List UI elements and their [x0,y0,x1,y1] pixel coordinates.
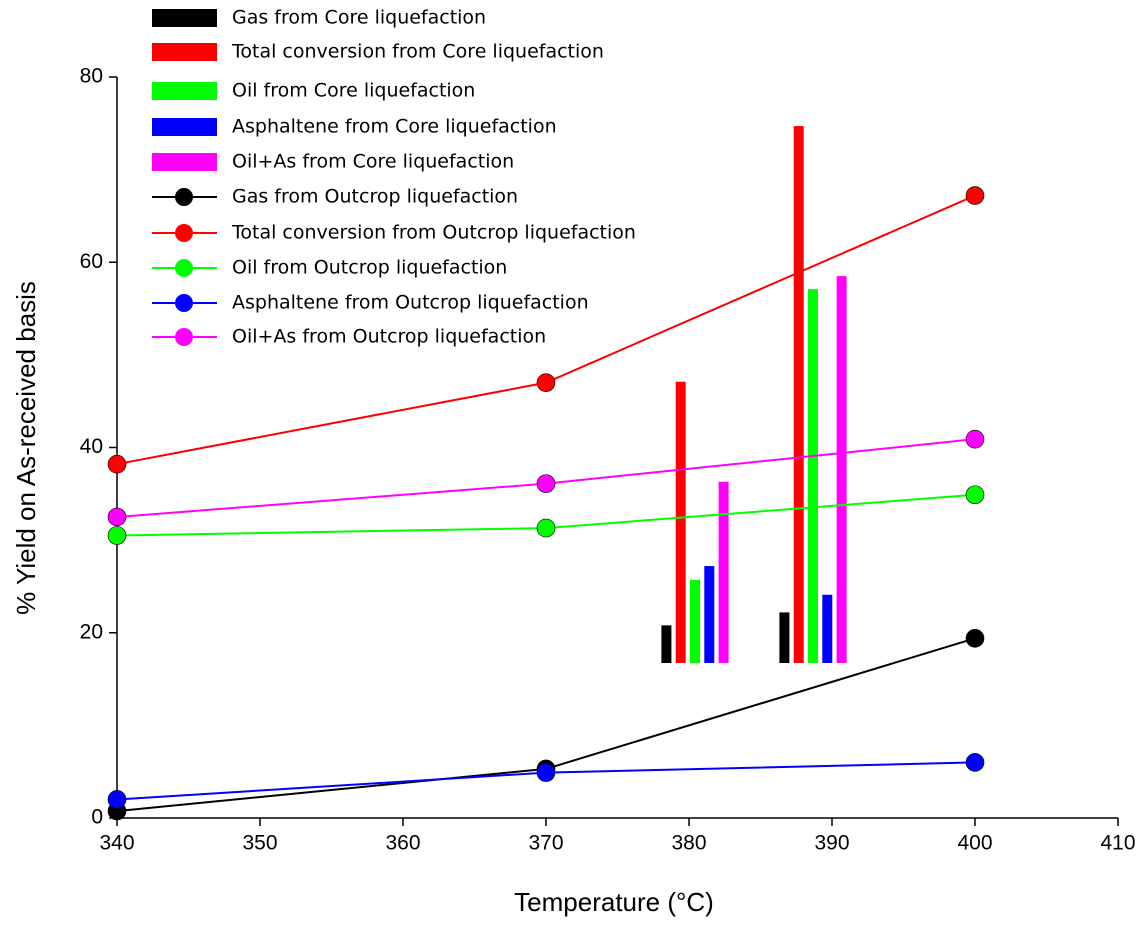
x-tick-label: 350 [242,832,277,855]
marker [536,763,556,782]
marker [107,454,127,474]
y-tick-label: 80 [80,65,103,88]
legend-swatch [152,82,217,100]
marker [107,790,127,809]
legend-label: Total conversion from Outcrop liquefacti… [231,222,636,244]
legend-marker [175,294,193,312]
legend-label: Oil from Outcrop liquefaction [232,257,507,279]
bar [779,612,790,663]
legend-label: Oil+As from Outcrop liquefaction [232,326,546,348]
bar [718,481,729,663]
marker [536,373,556,392]
legend-label: Gas from Core liquefaction [232,7,486,29]
bar [661,625,672,663]
legend-label: Oil from Core liquefaction [232,80,475,102]
legend-marker [175,188,193,206]
x-tick-label: 370 [528,832,563,855]
bar [675,381,686,663]
legend-swatch [152,43,217,61]
legend-marker [175,328,193,346]
legend-swatch [152,118,217,136]
y-tick-label: 0 [91,806,103,829]
x-tick-label: 390 [814,832,849,855]
marker [536,474,556,493]
legend-label: Total conversion from Core liquefaction [231,41,604,63]
bar [793,126,804,663]
marker [965,429,985,449]
x-tick-label: 410 [1100,832,1135,855]
legend-marker [175,224,193,242]
bar [822,594,833,663]
legend-label: Asphaltene from Core liquefaction [232,116,557,138]
legend-label: Gas from Outcrop liquefaction [232,186,518,208]
y-tick-label: 20 [80,620,103,643]
y-axis-label: % Yield on As-received basis [11,281,41,615]
marker [536,518,556,538]
x-axis-label: Temperature (°C) [514,887,714,917]
legend-label: Asphaltene from Outcrop liquefaction [232,292,589,314]
bar [836,276,847,663]
marker [107,507,127,527]
bar [808,289,818,663]
bar [704,566,715,663]
legend-label: Oil+As from Core liquefaction [232,151,514,173]
marker [965,629,985,648]
legend-swatch [152,153,217,171]
x-tick-label: 340 [99,832,134,855]
marker [965,753,985,772]
marker [965,186,985,205]
x-tick-label: 360 [385,832,420,855]
legend-marker [175,259,193,277]
marker [107,526,127,545]
legend-swatch [152,9,217,27]
y-tick-label: 40 [80,435,103,458]
bar [690,579,700,663]
y-tick-label: 60 [80,250,103,273]
marker [965,485,985,505]
x-tick-label: 400 [957,832,992,855]
line [116,637,976,813]
x-tick-label: 380 [671,832,706,855]
